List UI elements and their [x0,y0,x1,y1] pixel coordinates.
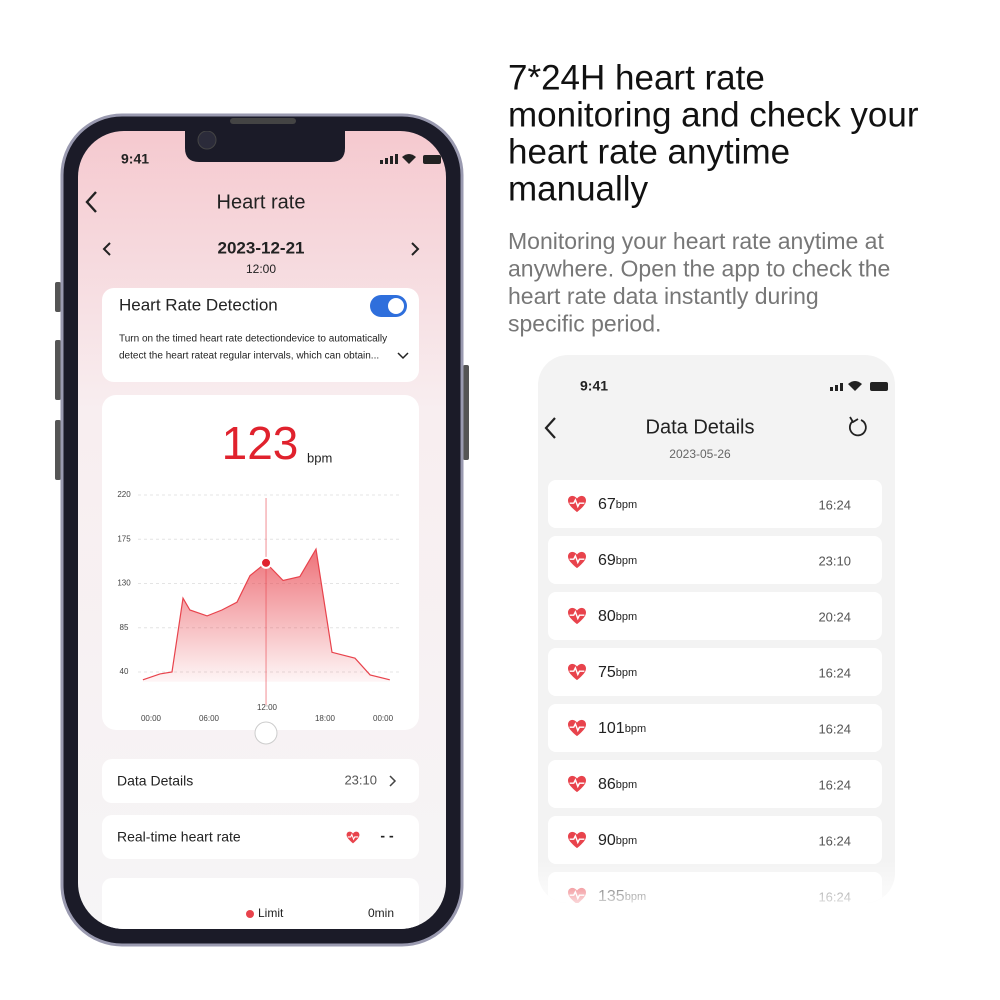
record-value-text: 69bpm [598,552,637,569]
line [142,547,390,681]
row-value: - - [380,828,394,844]
status-time: 9:41 [580,378,608,394]
status-time: 9:41 [121,151,149,167]
detection-text: detect the heart rateat regular interval… [119,351,379,362]
description-line: anywhere. Open the app to check the [508,256,890,282]
selected-point [260,556,273,569]
description: Monitoring your heart rate anytime atany… [508,228,890,337]
record-value: 69 [598,552,616,569]
record-row[interactable]: 67bpm 16:24 [548,480,882,528]
x-tick-label: 00:00 [373,714,394,723]
record-time: 23:10 [818,553,851,568]
y-tick-label: 175 [117,534,131,543]
record-time: 20:24 [818,609,851,624]
expand[interactable] [397,352,409,360]
record-value: 90 [598,832,616,849]
description-line: specific period. [508,311,661,337]
record-value: 67 [598,496,616,513]
headline-line: heart rate anytime [508,132,790,171]
row-value: 23:10 [344,772,377,787]
limit-card [102,878,419,929]
x-tick-label: 00:00 [141,714,162,723]
current-unit: bpm [307,450,332,465]
record-unit: bpm [625,723,646,735]
detection-text: Turn on the timed heart rate detectionde… [119,334,387,345]
record-unit: bpm [616,835,637,847]
record-time: 16:24 [818,833,851,848]
date: 2023-05-26 [669,447,731,461]
screen-title: Heart rate [217,191,306,213]
description-line: heart rate data instantly during [508,283,819,309]
phone: 9:41 Heart rate 2023-12-21 12:00 Heart R… [55,113,469,947]
record-row[interactable]: 69bpm 23:10 [548,536,882,584]
record-value-text: 101bpm [598,720,646,737]
x-tick-label: 06:00 [199,714,220,723]
x-tick-label: 12:00 [257,703,278,712]
record-unit: bpm [616,611,637,623]
record-time: 16:24 [818,777,851,792]
record-row[interactable]: 75bpm 16:24 [548,648,882,696]
row-label: Data Details [117,773,193,789]
record-value: 80 [598,608,616,625]
time: 12:00 [246,262,276,276]
record-row[interactable]: 90bpm 16:24 [548,816,882,864]
chart: 40 85 130 175 220 00:00 06:00 12:00 18:00 00:00 [117,490,400,723]
record-unit: bpm [616,499,637,511]
toggle[interactable] [370,295,407,317]
detection-title: Heart Rate Detection [119,295,278,314]
record-value-text: 67bpm [598,496,637,513]
record-unit: bpm [616,667,637,679]
row-card [102,815,419,859]
record-value-text: 80bpm [598,608,637,625]
record-unit: bpm [616,555,637,567]
record-unit: bpm [616,779,637,791]
record-row[interactable]: 86bpm 16:24 [548,760,882,808]
record-value-text: 86bpm [598,776,637,793]
limit-value: 0min [368,906,394,920]
prev-day[interactable] [102,242,111,256]
record-time: 16:24 [818,721,851,736]
record-row[interactable]: 80bpm 20:24 [548,592,882,640]
back-button[interactable] [544,417,556,439]
record-value-text: 90bpm [598,832,637,849]
description-line: Monitoring your heart rate anytime at [508,228,884,254]
record-row[interactable]: 101bpm 16:24 [548,704,882,752]
y-tick-label: 220 [117,490,131,499]
record-value: 86 [598,776,616,793]
x-tick-label: 18:00 [315,714,336,723]
record-time: 16:24 [818,497,851,512]
back-button[interactable] [85,191,97,213]
y-tick-label: 130 [117,579,131,588]
screen-title: Data Details [646,416,755,438]
slider-handle[interactable] [254,721,278,745]
next-day[interactable] [411,242,420,256]
record-value: 101 [598,720,625,737]
headline-line: monitoring and check your [508,95,919,134]
date: 2023-12-21 [218,238,305,257]
refresh[interactable] [848,416,867,437]
record-value: 75 [598,664,616,681]
row-label: Real-time heart rate [117,829,241,845]
details-screen: 9:41 Data Details 2023-05-26 67bpm 16:246… [538,355,895,903]
row-card[interactable] [102,759,419,803]
detection-card [102,288,419,382]
current-value: 123 [222,417,299,469]
headline-line: manually [508,169,649,208]
record-value-text: 75bpm [598,664,637,681]
headline-line: 7*24H heart rate [508,58,765,97]
y-tick-label: 40 [120,667,129,676]
limit-label: Limit [258,906,284,920]
record-time: 16:24 [818,665,851,680]
y-tick-label: 85 [120,623,129,632]
